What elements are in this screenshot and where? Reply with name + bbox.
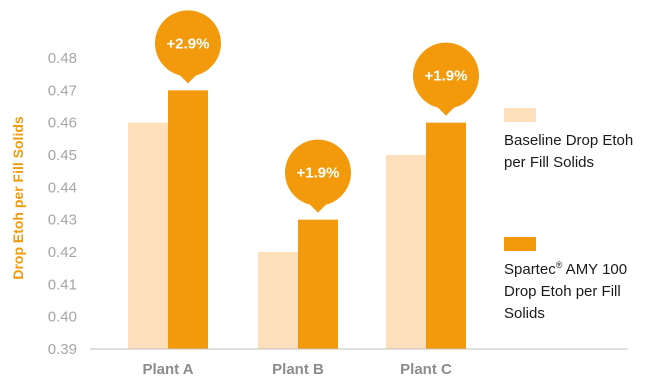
legend-baseline: Baseline Drop Etoh per Fill Solids bbox=[504, 108, 644, 174]
bubble-pointer bbox=[178, 73, 198, 84]
annotation-label: +1.9% bbox=[297, 165, 340, 182]
x-tick-label: Plant C bbox=[400, 361, 452, 378]
y-tick-label: 0.46 bbox=[48, 115, 77, 132]
registered-mark: ® bbox=[555, 260, 563, 270]
bar-spartec-2 bbox=[298, 219, 338, 349]
y-tick-label: 0.48 bbox=[48, 50, 77, 67]
legend-spartec: Spartec® AMY 100 Drop Etoh per Fill Soli… bbox=[504, 237, 644, 325]
bubble-pointer bbox=[436, 105, 456, 116]
annotation-label: +2.9% bbox=[167, 35, 210, 52]
y-tick-label: 0.43 bbox=[48, 212, 77, 229]
annotation-bubble: +2.9% bbox=[155, 10, 221, 84]
y-tick-label: 0.45 bbox=[48, 147, 77, 164]
bar-baseline-3 bbox=[386, 155, 426, 349]
bar-baseline-2 bbox=[258, 252, 298, 349]
x-tick-label: Plant B bbox=[272, 361, 324, 378]
bubble-circle bbox=[413, 42, 479, 109]
bar-baseline-1 bbox=[128, 122, 168, 350]
legend-swatch-baseline bbox=[504, 108, 536, 122]
y-tick-label: 0.44 bbox=[48, 179, 77, 196]
annotation-bubble: +1.9% bbox=[285, 139, 351, 213]
y-axis-label: Drop Etoh per Fill Solids bbox=[10, 116, 26, 280]
y-tick-label: 0.42 bbox=[48, 244, 77, 261]
x-tick-label: Plant A bbox=[142, 361, 193, 378]
legend-swatch-spartec bbox=[504, 237, 536, 251]
bar-spartec-1 bbox=[168, 90, 208, 349]
annotation-bubble: +1.9% bbox=[413, 42, 479, 116]
bubble-pointer bbox=[308, 202, 328, 213]
y-tick-label: 0.47 bbox=[48, 82, 77, 99]
bar-spartec-3 bbox=[426, 122, 466, 350]
y-tick-label: 0.40 bbox=[48, 309, 77, 326]
bubble-circle bbox=[155, 10, 221, 77]
y-tick-label: 0.41 bbox=[48, 276, 77, 293]
legend-label-spartec: Spartec® AMY 100 Drop Etoh per Fill Soli… bbox=[504, 259, 644, 325]
legend-label-rest: AMY 100 Drop Etoh per Fill Solids bbox=[504, 261, 628, 322]
y-tick-label: 0.39 bbox=[48, 341, 77, 358]
legend-brand: Spartec bbox=[504, 261, 556, 278]
annotation-label: +1.9% bbox=[425, 68, 468, 85]
bubble-circle bbox=[285, 139, 351, 206]
legend-label-baseline: Baseline Drop Etoh per Fill Solids bbox=[504, 132, 634, 171]
